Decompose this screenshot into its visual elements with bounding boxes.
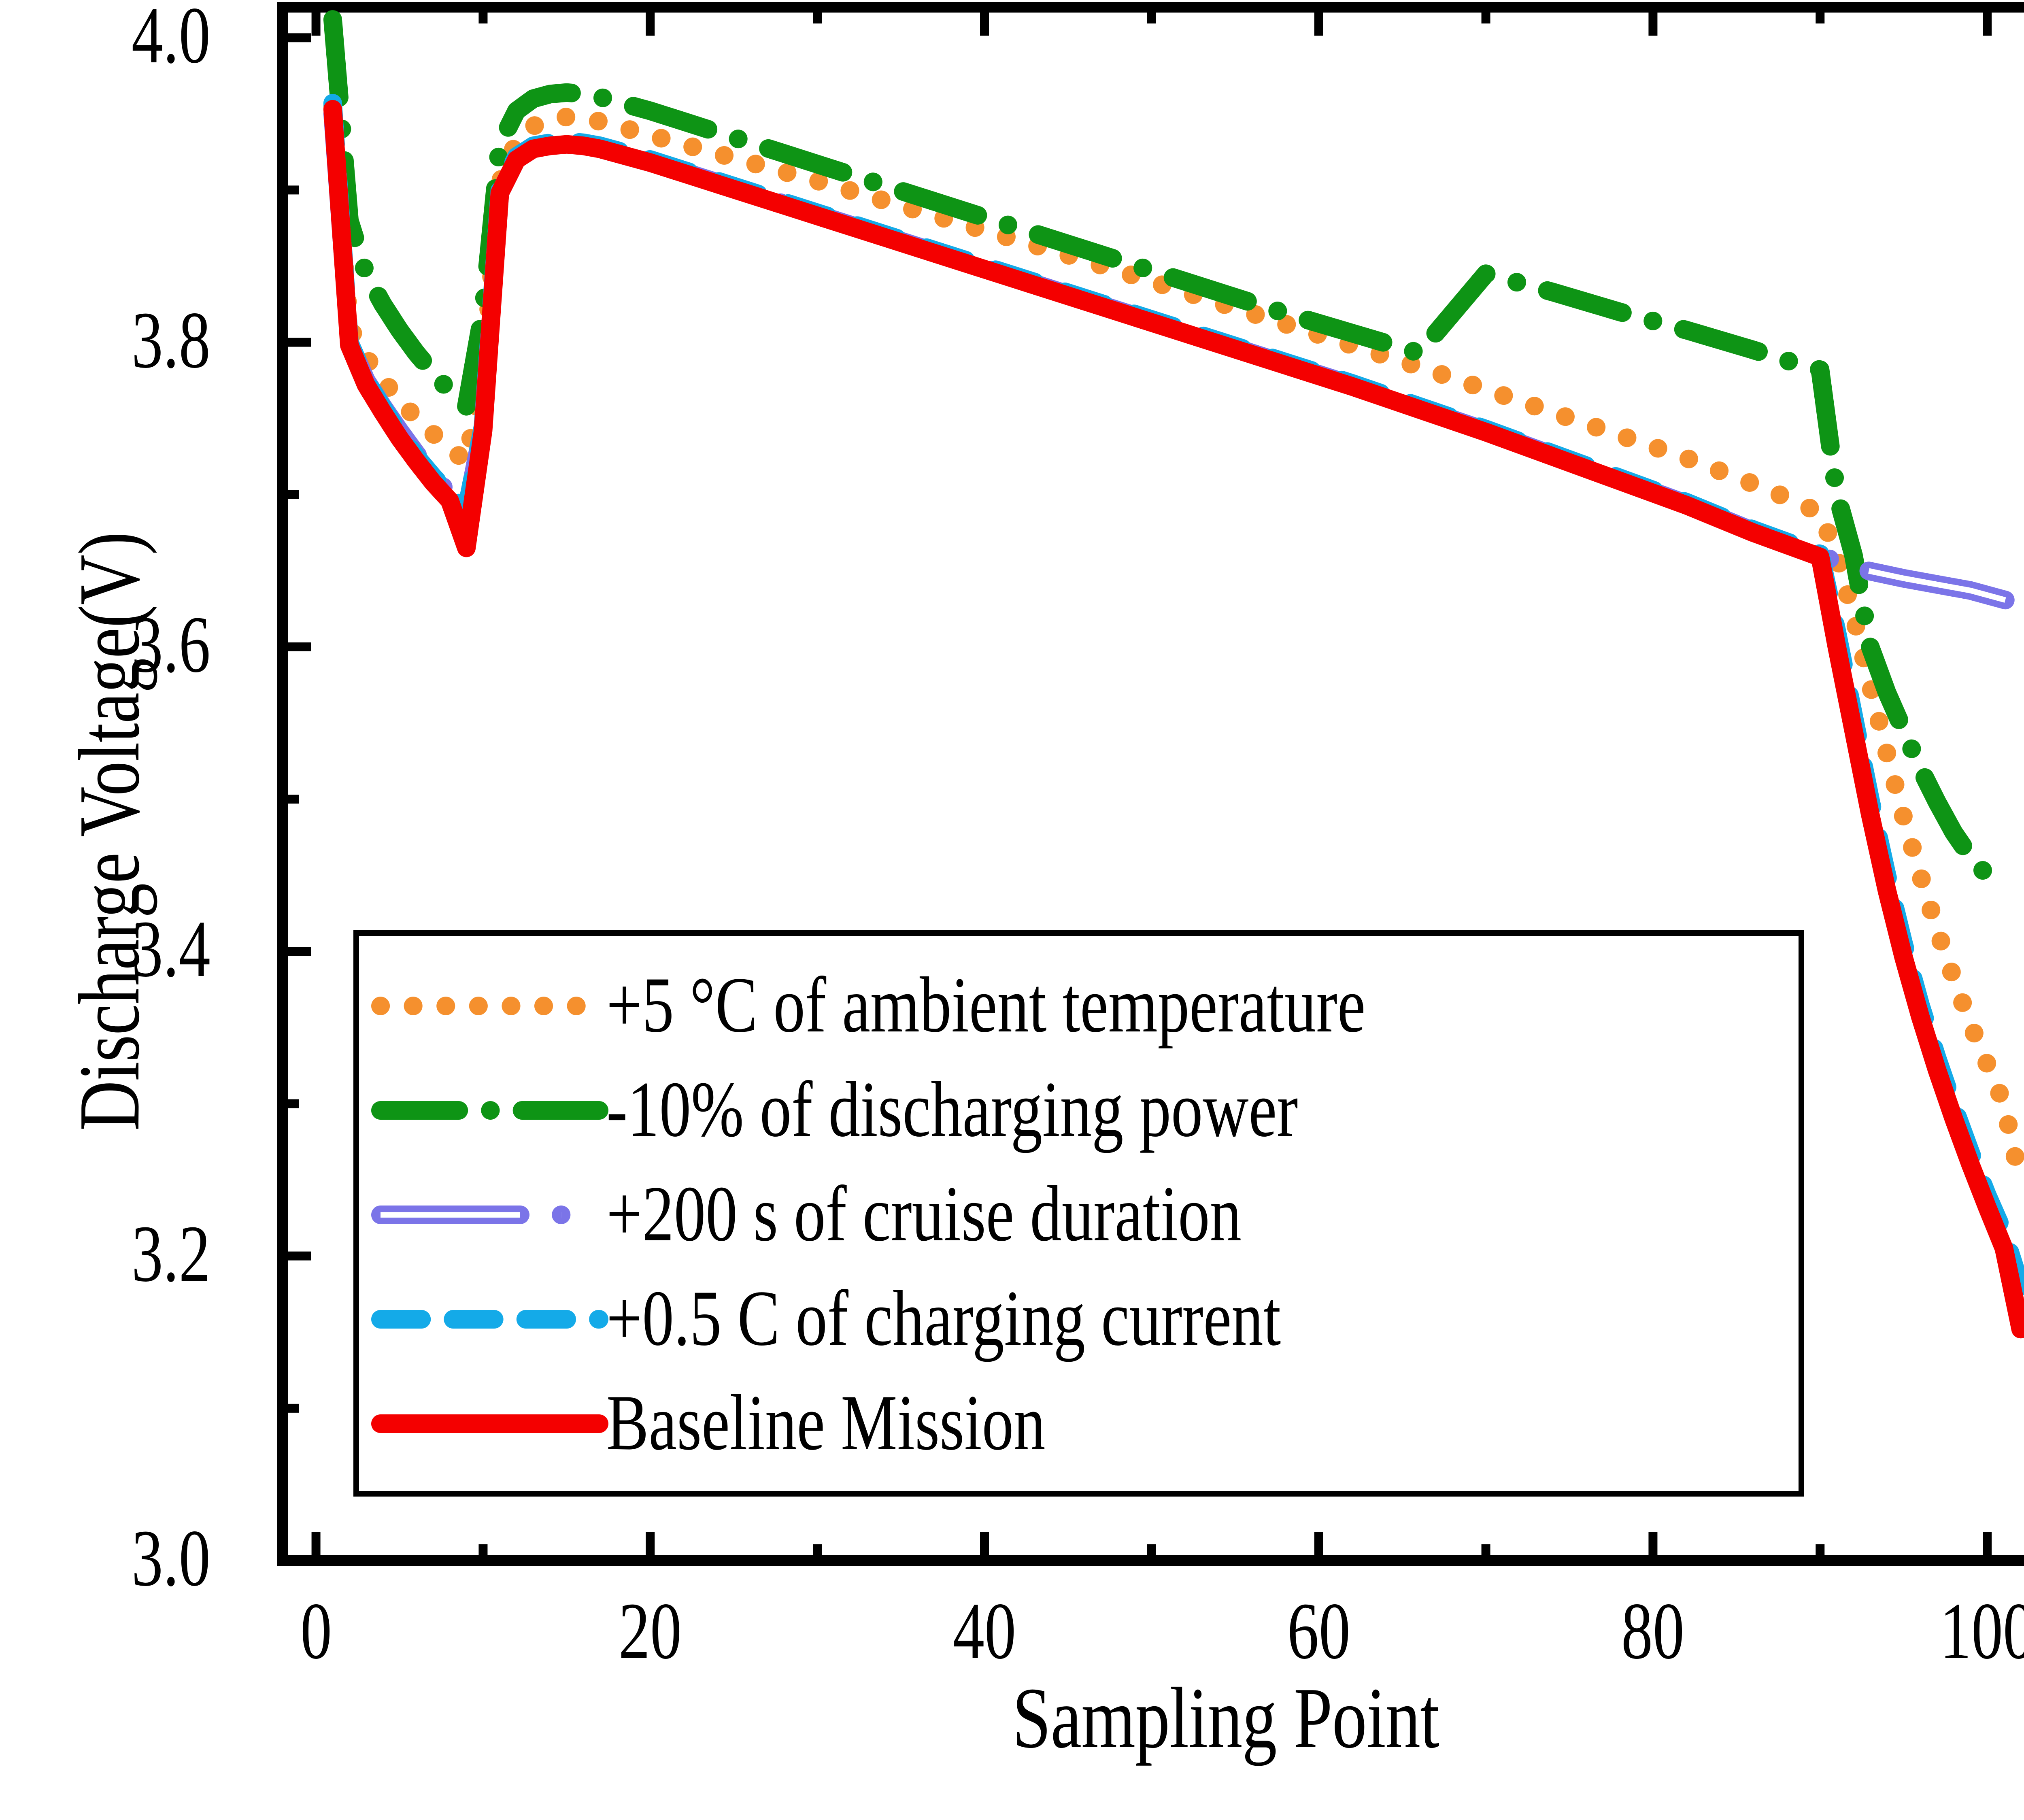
y-tick-label: 3.6 [131, 600, 210, 689]
legend-item-label: -10% of discharging power [606, 1065, 1298, 1153]
legend-item-label: +200 s of cruise duration [606, 1170, 1242, 1258]
legend [353, 930, 1804, 1497]
legend-item-label: +5 °C of ambient temperature [606, 961, 1366, 1049]
x-tick-label: 100 [1940, 1586, 2024, 1676]
x-tick-label: 0 [300, 1586, 332, 1676]
x-tick-label: 20 [619, 1586, 682, 1676]
plot-frame [277, 2, 2024, 1566]
axis-ticks [283, 7, 1992, 1565]
legend-item-label: Baseline Mission [606, 1379, 1046, 1467]
x-tick-label: 60 [1287, 1586, 1350, 1676]
series-line [323, 100, 2024, 1339]
y-tick-label: 3.2 [131, 1209, 210, 1299]
y-tick-label: 3.4 [131, 904, 210, 994]
x-tick-label: 80 [1621, 1586, 1685, 1676]
series-line [323, 10, 2013, 897]
y-tick-label: 4.0 [131, 0, 210, 81]
series-group [323, 10, 2024, 1339]
y-tick-label: 3.8 [131, 295, 210, 385]
x-tick-label: 40 [953, 1586, 1016, 1676]
y-tick-label: 3.0 [131, 1514, 210, 1603]
x-axis-title: Sampling Point [1012, 1669, 1439, 1766]
legend-item-label: +0.5 C of charging current [606, 1274, 1281, 1362]
